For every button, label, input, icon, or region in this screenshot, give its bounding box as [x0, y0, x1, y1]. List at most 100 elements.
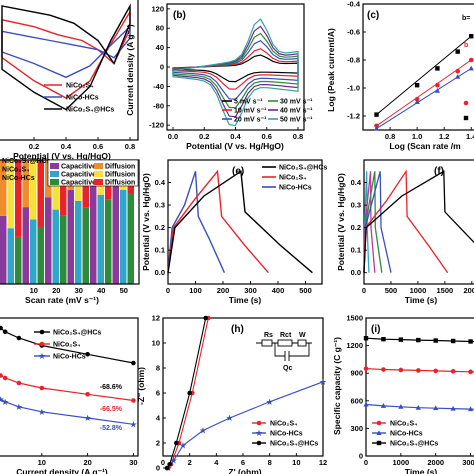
panel-d-legend-swatch [94, 171, 103, 177]
panel-g-legend-marker [39, 341, 45, 347]
panel-d-legend-label: Diffusion [105, 172, 135, 179]
panel-c-annotation: b= [462, 15, 470, 22]
panel-b-xtick-label: 0.4 [230, 132, 241, 141]
panel-g-xtick-label: 30 [129, 458, 137, 467]
panel-a-legend-label: NiCo₂S₄ [66, 83, 93, 90]
panel-h-circuit-rct [277, 339, 293, 347]
panel-i-legend-label: NiCo₂S₄ [390, 421, 417, 428]
panel-e-ytick-label: 0.1 [155, 246, 165, 255]
panel-b-xlabel: Potential (V vs. Hg/HgO) [186, 141, 284, 151]
panel-h-ylabel: -Z'' (ohm) [136, 367, 146, 405]
panel-f-xtick-label: 0 [362, 286, 366, 295]
panel-i-point [468, 369, 473, 375]
panel-i-legend-label: NiCo₂S₄@HCs [390, 441, 438, 448]
panel-g-point [85, 351, 90, 357]
panel-h-ytick-label: 6 [156, 389, 160, 398]
panel-d-legend-swatch [50, 171, 59, 177]
panel-c-xlabel: Log (Scan rate /m [389, 141, 461, 151]
panel-h-xlabel: Z' (ohm) [228, 467, 261, 474]
panel-h-ytick-label: 8 [156, 364, 160, 373]
panel-c-point [435, 82, 440, 88]
panel-h-ytick-label: 12 [152, 314, 160, 323]
panel-h-legend-label: NiCo-HCs [270, 431, 303, 438]
panel-h-point: ★ [200, 426, 208, 435]
panel-b-xtick-label: 0.2 [199, 132, 209, 141]
panel-i-ytick-label: 0 [359, 452, 363, 461]
panel-i-series-2 [365, 403, 474, 410]
panel-h-legend-label: NiCo₂S₄@HCs [270, 441, 318, 448]
panel-c-frame [362, 3, 474, 131]
panel-d-bar-diffusion [30, 160, 37, 220]
panel-h-ytick-label: 2 [156, 439, 160, 448]
panel-b-xtick-label: 0.8 [293, 132, 303, 141]
panel-i-ytick-label: 900 [350, 369, 363, 378]
panel-c-xtick-label: 0.8 [385, 132, 395, 141]
panel-i-legend-label: NiCo-HCs [390, 431, 423, 438]
panel-d-legend-label: Capacitive [61, 172, 96, 179]
panel-a-series-1 [1, 25, 131, 79]
panel-d-bar-capacitive [60, 215, 67, 284]
panel-g-point [2, 329, 8, 335]
panel-e-series-1 [167, 169, 269, 274]
panel-i-point [450, 338, 456, 344]
panel-h-ytick-label: 10 [152, 339, 160, 348]
panel-a-legend-label: NiCo₂S₄@HCs [66, 107, 114, 114]
panel-c-point [414, 83, 420, 88]
panel-c-point [469, 34, 474, 39]
panel-f-xtick-label: 1000 [410, 286, 427, 295]
panel-e-ytick-label: 0.0 [155, 268, 165, 277]
panel-h-xtick-label: 0 [161, 458, 165, 467]
panel-g-legend-label: NiCo₂S₄@HCs [53, 330, 101, 337]
panel-c-ytick-label: -1.0 [347, 84, 360, 93]
panel-i-point [433, 405, 439, 411]
panel-c-point [468, 57, 474, 63]
panel-h-point: ★ [226, 414, 234, 423]
panel-e-xtick-label: 0 [166, 286, 170, 295]
panel-b-ylabel: Current density (A g⁻¹) [125, 24, 135, 116]
panel-i-point [450, 405, 456, 411]
panel-e-ytick-label: 0.2 [155, 223, 165, 232]
panel-h-point: ★ [180, 441, 188, 450]
panel-g-point [131, 360, 136, 366]
panel-h-xtick-label: 4 [214, 458, 219, 467]
panel-b-xtick-label: 0.0 [168, 132, 178, 141]
panel-d-xtick-label: 40 [97, 286, 105, 295]
panel-c-legend-marker [463, 115, 469, 121]
panel-c-point [455, 74, 461, 79]
panel-g-annotation: -66.5% [100, 406, 123, 413]
panel-c-point [414, 96, 420, 102]
panel-e-xtick-label: 100 [189, 286, 202, 295]
panel-i-point [380, 403, 387, 408]
panel-c-ytick-label: -0.8 [347, 56, 360, 65]
panel-h-legend-label: NiCo₂S₄ [270, 421, 297, 428]
panel-c-ytick-label: -1.2 [347, 112, 360, 121]
panel-i-frame [365, 317, 474, 457]
panel-c-fit-0 [376, 35, 472, 115]
panel-h-circuit-rs [261, 339, 273, 347]
panel-i-ytick-label: 1200 [346, 341, 363, 350]
panel-h-circuit-label: Rct [280, 332, 292, 339]
panel-label-e: (e) [232, 166, 244, 177]
panel-i-ytick-label: 300 [350, 424, 363, 433]
panel-d-bar-capacitive [15, 236, 22, 284]
panel-f-ytick-label: 0.2 [351, 223, 361, 232]
panel-h-circuit-w [297, 339, 307, 347]
panel-h-xtick-label: 2 [188, 458, 192, 467]
panel-e-xtick-label: 300 [244, 286, 257, 295]
panel-b-series-1 [172, 48, 299, 90]
panel-c-point [373, 125, 380, 131]
panel-h-point: ★ [170, 456, 178, 465]
panel-h-point [187, 390, 192, 396]
panel-i-point [398, 403, 404, 409]
panel-g-point: ★ [0, 395, 5, 404]
panel-e-frame [167, 159, 323, 285]
panel-e-legend-label: NiCo₂S₄ [279, 175, 306, 182]
panel-b-ytick-label: -40 [153, 82, 164, 91]
panel-b-legend-label: 5 mV s⁻¹ [234, 99, 263, 106]
panel-a-series-0 [1, 9, 131, 99]
panel-d-xtick-label: 10 [30, 286, 38, 295]
panel-c-ylabel: Log (Peak current/A) [326, 28, 336, 112]
panel-a-legend-label: NiCo-HCs [66, 95, 99, 102]
panel-g-point: ★ [16, 402, 24, 411]
panel-g-point [0, 373, 3, 378]
